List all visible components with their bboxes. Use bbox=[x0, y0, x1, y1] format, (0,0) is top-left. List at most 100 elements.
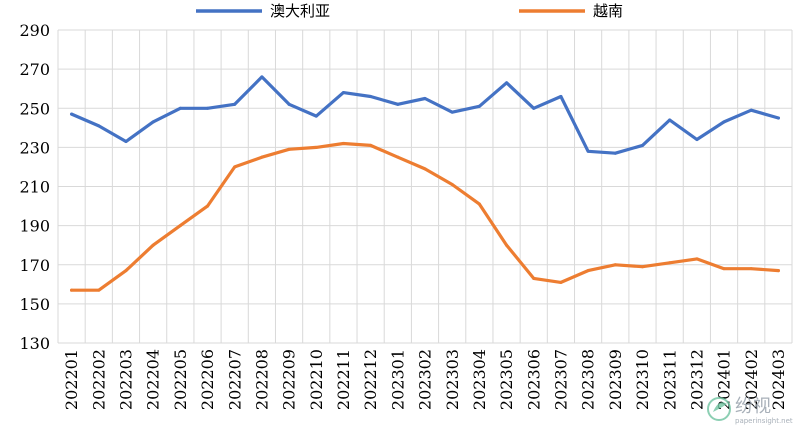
data-point bbox=[260, 155, 264, 159]
y-tick-label: 270 bbox=[19, 60, 50, 79]
data-point bbox=[586, 149, 590, 153]
x-tick-label: 202305 bbox=[497, 349, 516, 410]
data-point bbox=[97, 124, 101, 128]
data-point bbox=[287, 147, 291, 151]
data-point bbox=[695, 257, 699, 261]
grid-lines bbox=[57, 29, 793, 344]
data-point bbox=[722, 120, 726, 124]
watermark: 纷视 paperinsight.net bbox=[707, 396, 793, 425]
x-tick-label: 202212 bbox=[361, 349, 380, 410]
data-point bbox=[206, 204, 210, 208]
x-tick-label: 202301 bbox=[388, 349, 407, 410]
data-point bbox=[151, 243, 155, 247]
x-tick-label: 202206 bbox=[198, 349, 217, 410]
data-point bbox=[423, 167, 427, 171]
data-point bbox=[178, 106, 182, 110]
data-point bbox=[233, 165, 237, 169]
data-point bbox=[70, 112, 74, 116]
data-point bbox=[559, 280, 563, 284]
y-tick-label: 210 bbox=[19, 178, 50, 197]
data-point bbox=[613, 151, 617, 155]
data-point bbox=[505, 81, 509, 85]
data-point bbox=[369, 95, 373, 99]
watermark-text: 纷视 bbox=[735, 396, 771, 417]
data-point bbox=[341, 141, 345, 145]
data-point bbox=[450, 110, 454, 114]
data-point bbox=[151, 120, 155, 124]
x-tick-label: 202211 bbox=[334, 349, 353, 410]
y-tick-label: 290 bbox=[19, 21, 50, 40]
data-point bbox=[668, 261, 672, 265]
watermark-url: paperinsight.net bbox=[735, 417, 793, 425]
data-point bbox=[722, 267, 726, 271]
data-point bbox=[749, 267, 753, 271]
data-point bbox=[396, 102, 400, 106]
series-line-1 bbox=[69, 141, 781, 292]
data-point bbox=[124, 269, 128, 273]
x-tick-label: 202303 bbox=[443, 349, 462, 410]
x-axis: 202201 202202 202203 202204 202205 202206 2022… bbox=[62, 349, 788, 410]
data-point bbox=[749, 108, 753, 112]
x-tick-label: 202311 bbox=[660, 349, 679, 410]
x-tick-label: 202208 bbox=[252, 349, 271, 410]
watermark-leaf-icon bbox=[713, 402, 727, 412]
data-point bbox=[341, 91, 345, 95]
data-point bbox=[586, 269, 590, 273]
watermark-logo-icon bbox=[707, 397, 731, 421]
y-tick-label: 170 bbox=[19, 256, 50, 275]
x-tick-label: 202309 bbox=[606, 349, 625, 410]
data-point bbox=[640, 265, 644, 269]
data-point bbox=[70, 288, 74, 292]
data-point bbox=[423, 96, 427, 100]
x-tick-label: 202204 bbox=[144, 349, 163, 410]
series-line-0 bbox=[69, 75, 781, 155]
data-point bbox=[396, 155, 400, 159]
x-tick-label: 202307 bbox=[552, 349, 571, 410]
data-point bbox=[695, 138, 699, 142]
y-tick-label: 150 bbox=[19, 295, 50, 314]
data-point bbox=[178, 224, 182, 228]
x-tick-label: 202205 bbox=[171, 349, 190, 410]
data-point bbox=[206, 106, 210, 110]
y-tick-label: 190 bbox=[19, 217, 50, 236]
data-point bbox=[314, 114, 318, 118]
data-point bbox=[124, 140, 128, 144]
data-point bbox=[450, 183, 454, 187]
x-tick-label: 202401 bbox=[715, 349, 734, 410]
data-point bbox=[260, 75, 264, 79]
data-point bbox=[477, 104, 481, 108]
x-tick-label: 202209 bbox=[280, 349, 299, 410]
x-tick-label: 202207 bbox=[225, 349, 244, 410]
y-tick-label: 250 bbox=[19, 99, 50, 118]
data-point bbox=[559, 95, 563, 99]
data-point bbox=[287, 102, 291, 106]
x-tick-label: 202310 bbox=[633, 349, 652, 410]
y-tick-label: 230 bbox=[19, 138, 50, 157]
data-point bbox=[314, 145, 318, 149]
legend-label: 澳大利亚 bbox=[270, 2, 330, 20]
x-tick-label: 202402 bbox=[742, 349, 761, 410]
legend-label: 越南 bbox=[593, 2, 623, 20]
y-tick-label: 130 bbox=[19, 334, 50, 353]
data-point bbox=[776, 116, 780, 120]
x-tick-label: 202304 bbox=[470, 349, 489, 410]
x-tick-label: 202312 bbox=[687, 349, 706, 410]
data-point bbox=[640, 143, 644, 147]
x-tick-label: 202202 bbox=[89, 349, 108, 410]
x-tick-label: 202308 bbox=[579, 349, 598, 410]
y-axis: 130 150 170 190 210 230 250 270 290 bbox=[19, 21, 50, 353]
data-point bbox=[613, 263, 617, 267]
x-tick-label: 202201 bbox=[62, 349, 81, 410]
data-point bbox=[97, 288, 101, 292]
x-tick-label: 202210 bbox=[307, 349, 326, 410]
legend: 澳大利亚 越南 bbox=[196, 2, 623, 20]
series-lines bbox=[69, 75, 781, 292]
data-point bbox=[532, 106, 536, 110]
x-tick-label: 202203 bbox=[117, 349, 136, 410]
x-tick-label: 202403 bbox=[769, 349, 788, 410]
data-point bbox=[505, 243, 509, 247]
x-tick-label: 202306 bbox=[524, 349, 543, 410]
data-point bbox=[369, 143, 373, 147]
data-point bbox=[668, 118, 672, 122]
